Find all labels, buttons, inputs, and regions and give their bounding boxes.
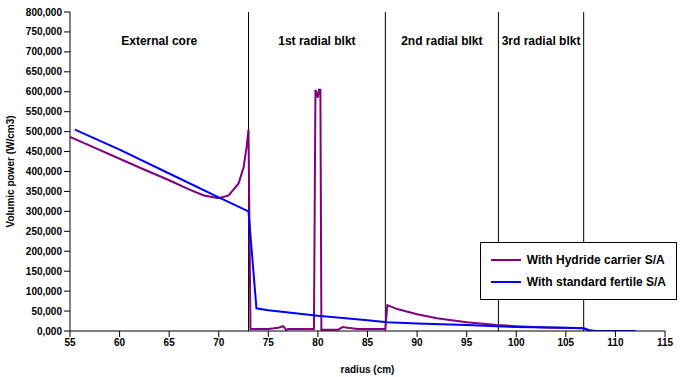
svg-text:2nd radial blkt: 2nd radial blkt	[401, 34, 482, 48]
svg-text:60: 60	[114, 337, 126, 348]
svg-text:600,000: 600,000	[26, 86, 63, 97]
svg-text:0,000: 0,000	[37, 326, 62, 337]
svg-text:Volumic power (W/cm3): Volumic power (W/cm3)	[8, 115, 16, 227]
svg-text:3rd radial blkt: 3rd radial blkt	[502, 34, 581, 48]
svg-text:95: 95	[461, 337, 473, 348]
svg-text:115: 115	[657, 337, 674, 348]
svg-text:80: 80	[312, 337, 324, 348]
svg-text:75: 75	[263, 337, 275, 348]
svg-text:50,000: 50,000	[31, 306, 62, 317]
svg-text:650,000: 650,000	[26, 66, 63, 77]
svg-text:radius (cm): radius (cm)	[341, 364, 395, 375]
svg-text:350,000: 350,000	[26, 186, 63, 197]
svg-text:External core: External core	[121, 34, 197, 48]
svg-text:85: 85	[362, 337, 374, 348]
svg-text:700,000: 700,000	[26, 46, 63, 57]
svg-text:400,000: 400,000	[26, 166, 63, 177]
svg-text:450,000: 450,000	[26, 146, 63, 157]
svg-text:65: 65	[164, 337, 176, 348]
svg-text:200,000: 200,000	[26, 246, 63, 257]
svg-text:100: 100	[508, 337, 525, 348]
svg-text:100,000: 100,000	[26, 286, 63, 297]
svg-text:105: 105	[557, 337, 574, 348]
svg-text:300,000: 300,000	[26, 206, 63, 217]
svg-text:55: 55	[64, 337, 76, 348]
svg-text:110: 110	[607, 337, 624, 348]
svg-text:150,000: 150,000	[26, 266, 63, 277]
svg-text:800,000: 800,000	[26, 7, 63, 18]
svg-text:550,000: 550,000	[26, 106, 63, 117]
svg-text:250,000: 250,000	[26, 226, 63, 237]
html-text:With standard fertile S/A: With standard fertile S/A	[526, 275, 666, 289]
svg-text:90: 90	[412, 337, 424, 348]
svg-text:1st radial blkt: 1st radial blkt	[278, 34, 355, 48]
svg-text:750,000: 750,000	[26, 26, 63, 37]
html-text:With Hydride carrier S/A: With Hydride carrier S/A	[526, 253, 665, 267]
svg-text:500,000: 500,000	[26, 126, 63, 137]
svg-text:70: 70	[213, 337, 225, 348]
